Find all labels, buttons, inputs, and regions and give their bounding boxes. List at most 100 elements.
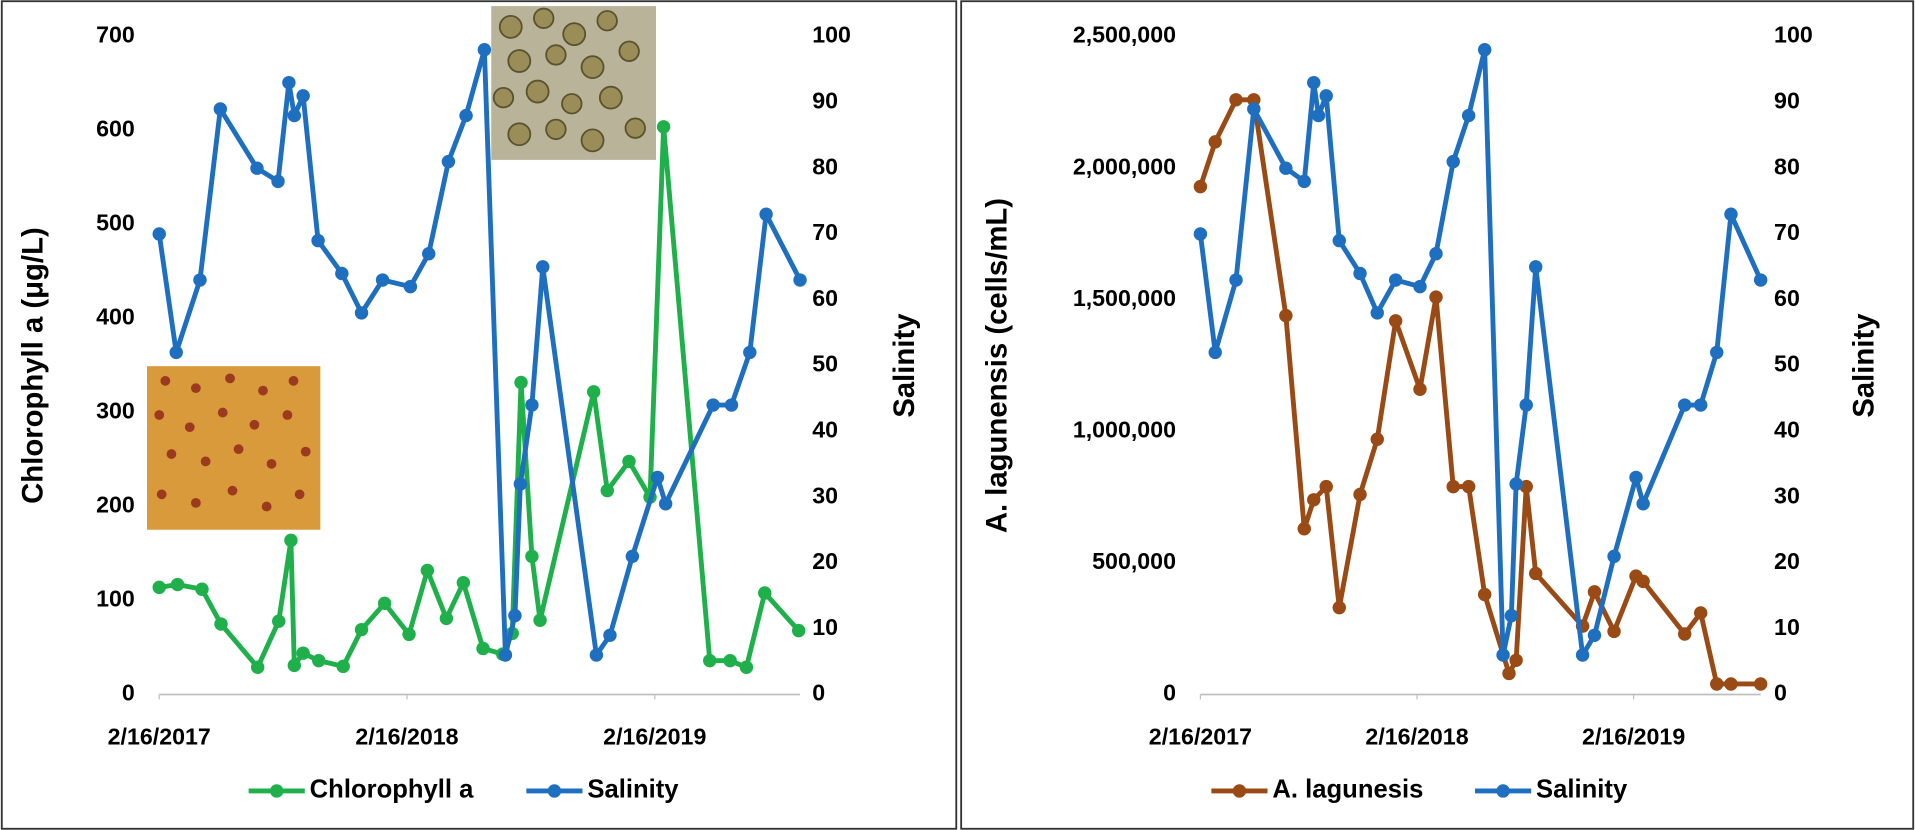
y2-axis-title: Salinity [888,313,921,418]
data-point [508,609,521,622]
data-point [703,654,716,667]
y-tick-label: 500 [96,210,135,236]
data-point [214,617,227,630]
data-point [271,175,284,188]
data-point [1312,109,1325,122]
data-point [476,642,489,655]
data-point [296,89,309,102]
data-point [525,398,538,411]
data-point [1502,667,1515,680]
data-point [442,155,455,168]
data-point [1194,227,1207,240]
data-point [1529,260,1542,273]
data-point [457,576,470,589]
y2-tick-label: 80 [812,153,838,179]
data-point [336,660,349,673]
y2-tick-label: 70 [1774,219,1800,245]
y2-tick-label: 0 [812,680,825,706]
y-tick-label: 0 [1163,680,1176,706]
data-point [193,273,206,286]
y2-tick-label: 100 [812,22,851,48]
data-point [402,628,415,641]
data-point [1229,273,1242,286]
data-point [1520,398,1533,411]
data-point [1279,161,1292,174]
data-point [251,661,264,674]
data-point [284,534,297,547]
y2-tick-label: 100 [1774,22,1813,48]
data-point [214,102,227,115]
data-point [525,550,538,563]
data-point [1509,654,1522,667]
data-point [312,654,325,667]
data-point [1429,247,1442,260]
data-point [1429,290,1442,303]
data-point [335,267,348,280]
data-point [1754,273,1767,286]
data-point [1320,480,1333,493]
data-point [1333,234,1346,247]
legend-label: Salinity [1536,776,1628,804]
data-point [1710,346,1723,359]
data-point [1353,267,1366,280]
data-point [1307,493,1320,506]
data-point [288,659,301,672]
data-point [404,280,417,293]
data-point [1229,93,1242,106]
data-point [1194,180,1207,193]
data-point [622,455,635,468]
data-point [376,273,389,286]
data-point [758,586,771,599]
data-point [1389,273,1402,286]
x-tick-label: 2/16/2018 [355,724,458,750]
data-point [422,247,435,260]
y-axis-title: Chlorophyll a (μg/L) [16,227,49,504]
data-point [1209,346,1222,359]
data-point [1371,433,1384,446]
y-tick-label: 1,500,000 [1073,285,1176,311]
data-point [1505,609,1518,622]
chart: 0100200300400500600700010203040506070809… [0,0,1915,830]
data-point [587,385,600,398]
data-point [725,398,738,411]
data-point [1333,601,1346,614]
x-tick-label: 2/16/2017 [108,724,211,750]
data-point [355,306,368,319]
data-point [792,624,805,637]
data-point [1462,480,1475,493]
photo-left [147,366,320,530]
data-point [1529,567,1542,580]
data-point [272,614,285,627]
data-point [740,661,753,674]
y-tick-label: 0 [122,680,135,706]
y2-tick-label: 20 [1774,548,1800,574]
y2-tick-label: 10 [812,614,838,640]
data-point [1353,488,1366,501]
data-point [626,550,639,563]
data-point [1279,309,1292,322]
legend-marker [548,784,561,797]
y-tick-label: 400 [96,304,135,330]
y-tick-label: 600 [96,116,135,142]
y-tick-label: 2,000,000 [1073,153,1176,179]
legend-marker [1496,784,1509,797]
data-point [1724,208,1737,221]
data-point [153,227,166,240]
legend-marker [270,784,283,797]
y-tick-label: 2,500,000 [1073,22,1176,48]
data-point [793,273,806,286]
legend-label: Chlorophyll a [310,776,474,804]
x-tick-label: 2/16/2019 [603,724,706,750]
data-point [440,612,453,625]
legend-marker [1233,784,1246,797]
data-point [1371,306,1384,319]
data-point [1678,627,1691,640]
y2-tick-label: 30 [1774,482,1800,508]
data-point [1576,648,1589,661]
y2-tick-label: 20 [812,548,838,574]
y2-tick-label: 60 [1774,285,1800,311]
data-point [250,161,263,174]
data-point [171,578,184,591]
legend-label: A. lagunesis [1272,776,1423,804]
y-tick-label: 200 [96,492,135,518]
